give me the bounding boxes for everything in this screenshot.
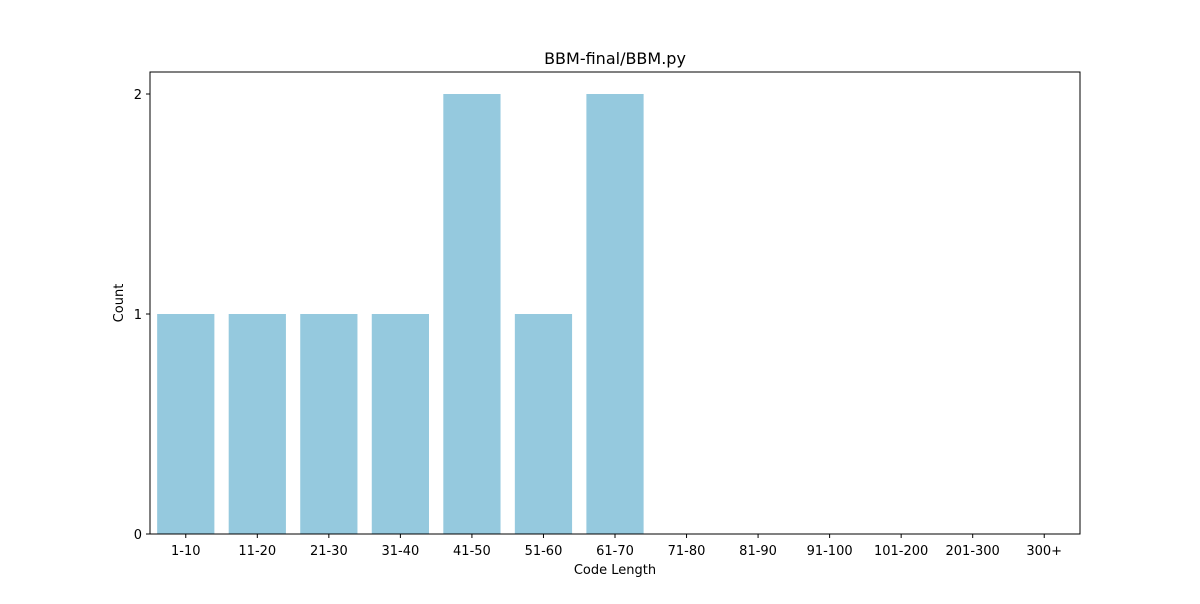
y-tick-label: 1 <box>134 308 142 323</box>
x-tick-label: 91-100 <box>807 544 853 559</box>
bar-21-30 <box>300 314 358 534</box>
x-tick-label: 300+ <box>1026 544 1062 559</box>
x-tick-label: 11-20 <box>238 544 276 559</box>
x-tick-label: 201-300 <box>946 544 1000 559</box>
x-tick-label: 21-30 <box>310 544 348 559</box>
y-tick-label: 2 <box>134 88 142 103</box>
x-tick-label: 31-40 <box>381 544 419 559</box>
bar-61-70 <box>586 94 644 534</box>
bars-group <box>157 94 644 534</box>
x-tick-label: 71-80 <box>668 544 706 559</box>
bar-1-10 <box>157 314 215 534</box>
bar-31-40 <box>371 314 429 534</box>
x-axis-label: Code Length <box>574 563 656 578</box>
x-tick-label: 1-10 <box>171 544 201 559</box>
x-axis-ticks: 1-10 11-20 21-30 31-40 41-50 51-60 61-70 71-80 8… <box>171 534 1062 559</box>
chart-title: BBM-final/BBM.py <box>544 49 686 68</box>
bar-41-50 <box>443 94 501 534</box>
y-tick-label: 0 <box>134 528 142 543</box>
x-tick-label: 81-90 <box>739 544 777 559</box>
bar-11-20 <box>228 314 286 534</box>
x-tick-label: 41-50 <box>453 544 491 559</box>
x-tick-label: 61-70 <box>596 544 634 559</box>
y-axis-ticks: 0 1 2 <box>134 88 150 543</box>
bar-51-60 <box>514 314 573 534</box>
y-axis-label: Count <box>112 284 127 323</box>
x-tick-label: 51-60 <box>525 544 563 559</box>
x-tick-label: 101-200 <box>874 544 928 559</box>
plot-frame <box>149 71 1081 535</box>
